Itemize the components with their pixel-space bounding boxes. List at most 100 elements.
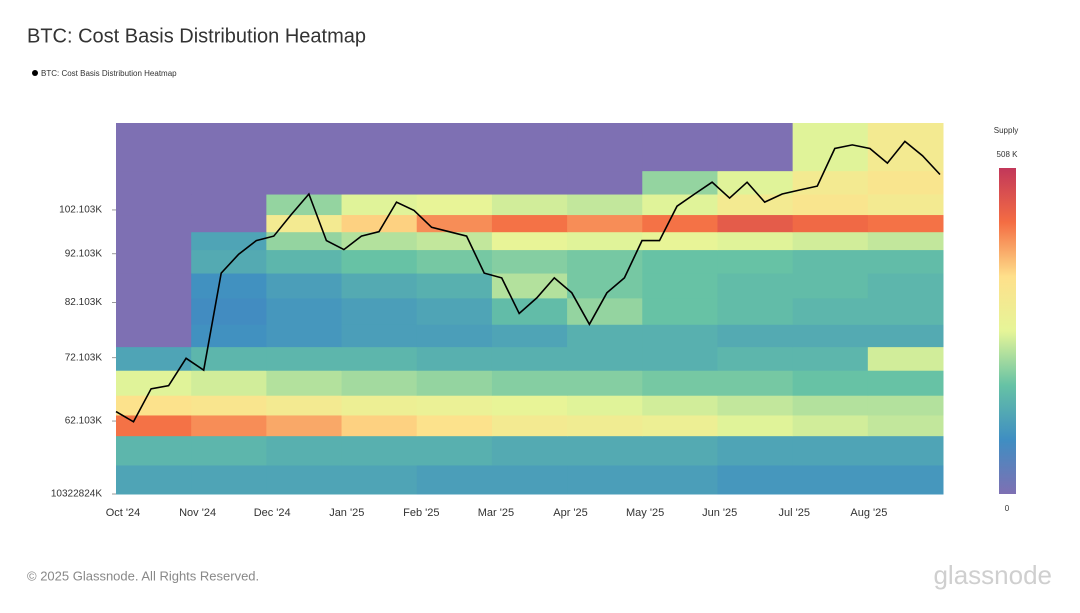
heatmap-cell [341, 324, 418, 348]
heatmap-cell [416, 297, 493, 325]
heatmap-cell [792, 395, 869, 416]
heatmap-cell [567, 231, 643, 251]
heatmap-cell [717, 435, 794, 466]
heatmap-cell [491, 435, 568, 466]
heatmap-cell [792, 414, 869, 437]
heatmap-cell [266, 231, 343, 251]
heatmap-cell [567, 249, 643, 274]
heatmap-cell [717, 123, 794, 172]
heatmap-cell [642, 370, 718, 396]
heatmap-cell [792, 346, 869, 371]
heatmap-cell [792, 231, 869, 251]
heatmap-cell [792, 194, 869, 216]
heatmap-cell [341, 297, 418, 325]
heatmap-cell [792, 324, 869, 348]
heatmap-cell [116, 297, 192, 325]
heatmap-cell [792, 273, 869, 299]
heatmap-cell [642, 346, 718, 371]
y-tick-label: 62.103K [65, 416, 103, 427]
chart-title: BTC: Cost Basis Distribution Heatmap [27, 25, 366, 47]
heatmap-cell [567, 414, 643, 437]
heatmap-cell [567, 370, 643, 396]
heatmap-cell [491, 346, 568, 371]
heatmap-cell [191, 324, 267, 348]
heatmap-cell [341, 395, 418, 416]
heatmap-cell [266, 297, 343, 325]
heatmap-cell [867, 414, 944, 437]
heatmap-cell [116, 249, 192, 274]
heatmap-cell [191, 123, 267, 172]
heatmap-cell [792, 297, 869, 325]
heatmap-cell [341, 273, 418, 299]
heatmap-cell [642, 273, 718, 299]
heatmap-cell [867, 346, 944, 371]
heatmap-cell [642, 297, 718, 325]
heatmap-cell [416, 123, 493, 172]
heatmap-cell [642, 435, 718, 466]
heatmap-cell [717, 249, 794, 274]
heatmap-cell [717, 464, 794, 495]
heatmap-cell [266, 214, 343, 233]
heatmap-cell [717, 194, 794, 216]
y-tick-label: 10322824K [51, 489, 102, 500]
y-tick-label: 82.103K [65, 297, 103, 308]
heatmap-cell [717, 370, 794, 396]
heatmap-cell [266, 414, 343, 437]
heatmap-cell [266, 464, 343, 495]
heatmap-cell [341, 414, 418, 437]
heatmap-cell [717, 346, 794, 371]
colorbar-title: Supply [994, 126, 1018, 135]
logo: glassnode [933, 560, 1052, 590]
heatmap-cell [341, 249, 418, 274]
x-tick-label: Dec '24 [254, 507, 291, 519]
colorbar [999, 168, 1016, 494]
heatmap-cell [416, 464, 493, 495]
legend-label: BTC: Cost Basis Distribution Heatmap [41, 69, 177, 78]
heatmap-cell [416, 194, 493, 216]
heatmap-cell [792, 435, 869, 466]
heatmap-cell [266, 395, 343, 416]
heatmap-cell [491, 414, 568, 437]
heatmap-cell [266, 194, 343, 216]
heatmap-cell [191, 395, 267, 416]
heatmap-cell [416, 273, 493, 299]
heatmap-cell [341, 194, 418, 216]
heatmap-cell [717, 214, 794, 233]
heatmap-cell [717, 297, 794, 325]
heatmap-cell [491, 370, 568, 396]
heatmap-cell [867, 170, 944, 195]
heatmap-cell [116, 346, 192, 371]
heatmap-cell [792, 370, 869, 396]
heatmap-cell [116, 464, 192, 495]
heatmap-cell [116, 324, 192, 348]
heatmap-cell [867, 214, 944, 233]
heatmap-cell [717, 395, 794, 416]
x-tick-label: Jul '25 [779, 507, 810, 519]
heatmap-cell [341, 231, 418, 251]
heatmap-cell [867, 324, 944, 348]
heatmap-cell [116, 273, 192, 299]
heatmap-cell [191, 170, 267, 195]
heatmap-cell [567, 435, 643, 466]
x-tick-label: Mar '25 [478, 507, 514, 519]
heatmap-cell [191, 194, 267, 216]
heatmap-cell [341, 170, 418, 195]
heatmap-cell [341, 370, 418, 396]
heatmap-cell [642, 249, 718, 274]
heatmap-cell [266, 249, 343, 274]
x-tick-label: Apr '25 [553, 507, 588, 519]
x-tick-label: Jan '25 [329, 507, 364, 519]
y-tick-label: 92.103K [65, 248, 103, 259]
heatmap-cell [867, 370, 944, 396]
price-line [115, 140, 941, 423]
heatmap-cell [191, 370, 267, 396]
heatmap-cell [567, 123, 643, 172]
heatmap-cell [191, 214, 267, 233]
heatmap-cell [642, 464, 718, 495]
copyright: © 2025 Glassnode. All Rights Reserved. [27, 568, 259, 583]
heatmap-cell [491, 324, 568, 348]
heatmap-cell [567, 346, 643, 371]
heatmap-cell [642, 414, 718, 437]
heatmap-cell [491, 464, 568, 495]
